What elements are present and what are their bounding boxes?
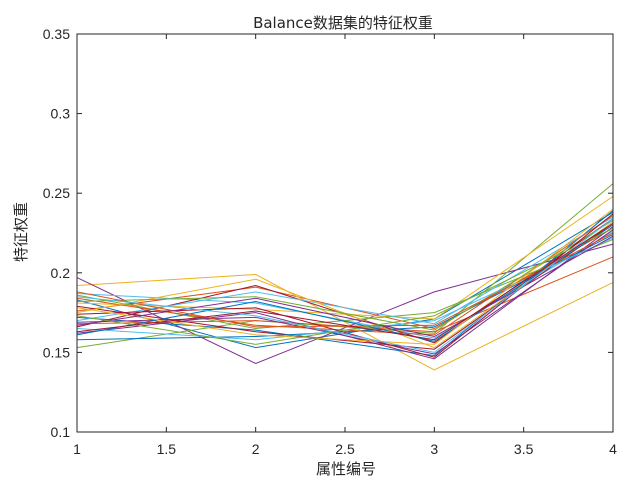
series-line-28 — [76, 222, 614, 341]
y-tick-label: 0.1 — [51, 424, 71, 440]
series-line-18 — [76, 229, 614, 355]
series-line-3 — [76, 273, 614, 371]
y-axis-label: 特征权重 — [12, 202, 30, 262]
chart-title: Balance数据集的特征权重 — [253, 14, 433, 32]
x-axis-ticks: 1 1.5 2 2.5 3 3.5 4 — [73, 34, 617, 457]
series-line-4 — [76, 243, 614, 365]
x-tick-label: 1.5 — [157, 441, 177, 457]
series-line-26 — [76, 227, 614, 345]
series-line-22 — [76, 224, 614, 342]
x-axis-label: 属性编号 — [316, 460, 376, 478]
x-tick-label: 1 — [73, 441, 81, 457]
y-tick-label: 0.15 — [43, 344, 70, 360]
y-tick-label: 0.35 — [43, 26, 70, 42]
series-line-15 — [76, 234, 614, 341]
x-tick-label: 3 — [430, 441, 438, 457]
series-line-19 — [76, 219, 614, 331]
x-tick-label: 2 — [252, 441, 260, 457]
y-tick-label: 0.3 — [51, 106, 71, 122]
x-tick-label: 2.5 — [335, 441, 355, 457]
x-tick-label: 3.5 — [514, 441, 534, 457]
series-line-25 — [76, 235, 614, 338]
y-tick-label: 0.2 — [51, 265, 71, 281]
y-tick-label: 0.25 — [43, 185, 70, 201]
series-line-23 — [76, 232, 614, 328]
y-axis-ticks: 0.1 0.15 0.2 0.25 0.3 0.35 — [43, 26, 613, 440]
series-lines — [76, 183, 614, 371]
series-line-27 — [76, 218, 614, 353]
x-tick-label: 4 — [609, 441, 617, 457]
